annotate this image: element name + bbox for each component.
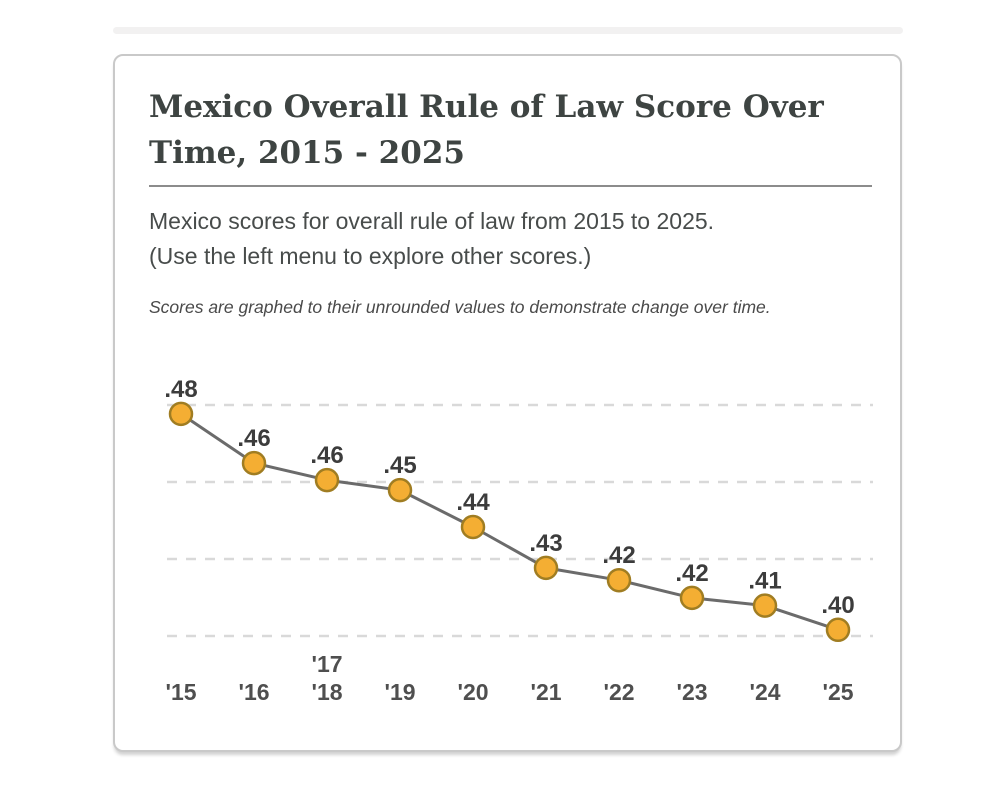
x-axis-label: '21	[530, 679, 561, 705]
data-point-label: .42	[675, 560, 708, 587]
data-point[interactable]	[752, 593, 778, 618]
data-point-label: .42	[602, 542, 635, 569]
card-content: Mexico Overall Rule of Law Score Over Ti…	[115, 56, 900, 318]
x-axis-label: '15	[165, 679, 196, 705]
data-point[interactable]	[533, 555, 559, 581]
data-point-label: .48	[164, 376, 197, 403]
data-point[interactable]	[825, 617, 851, 643]
data-point-label: .43	[529, 530, 562, 557]
data-point[interactable]	[241, 450, 267, 476]
data-point-label: .41	[748, 568, 781, 595]
data-point-label: .40	[821, 592, 854, 619]
chart-footnote: Scores are graphed to their unrounded va…	[149, 297, 771, 317]
data-point[interactable]	[387, 477, 413, 503]
data-point[interactable]	[314, 467, 340, 493]
x-axis-label: '16	[238, 679, 269, 705]
x-axis-label: '23	[676, 679, 707, 705]
x-axis-label: '25	[822, 679, 853, 705]
page-title: Mexico Overall Rule of Law Score Over Ti…	[149, 89, 824, 171]
top-divider	[113, 27, 903, 34]
data-point[interactable]	[460, 514, 486, 540]
x-axis-label: '18	[311, 679, 342, 705]
data-point-label: .45	[383, 452, 416, 479]
x-axis-label: '17	[311, 651, 342, 677]
chart-card: Mexico Overall Rule of Law Score Over Ti…	[113, 54, 902, 752]
trend-line	[180, 412, 839, 632]
title-divider	[149, 185, 872, 187]
data-point[interactable]	[679, 585, 705, 611]
chart-subtitle: Mexico scores for overall rule of law fr…	[149, 208, 715, 269]
x-axis-label: '19	[384, 679, 415, 705]
data-point-label: .46	[310, 442, 343, 469]
data-point-label: .46	[237, 425, 270, 452]
data-point-label: .44	[456, 489, 490, 516]
x-axis-label: '20	[457, 679, 488, 705]
x-axis-label: '24	[749, 679, 780, 705]
data-point[interactable]	[168, 401, 194, 427]
data-point[interactable]	[606, 567, 632, 593]
line-chart: .48.46.46.45.44.43.42.42.41.40'15'16'17'…	[164, 376, 873, 705]
x-axis-label: '22	[603, 679, 634, 705]
